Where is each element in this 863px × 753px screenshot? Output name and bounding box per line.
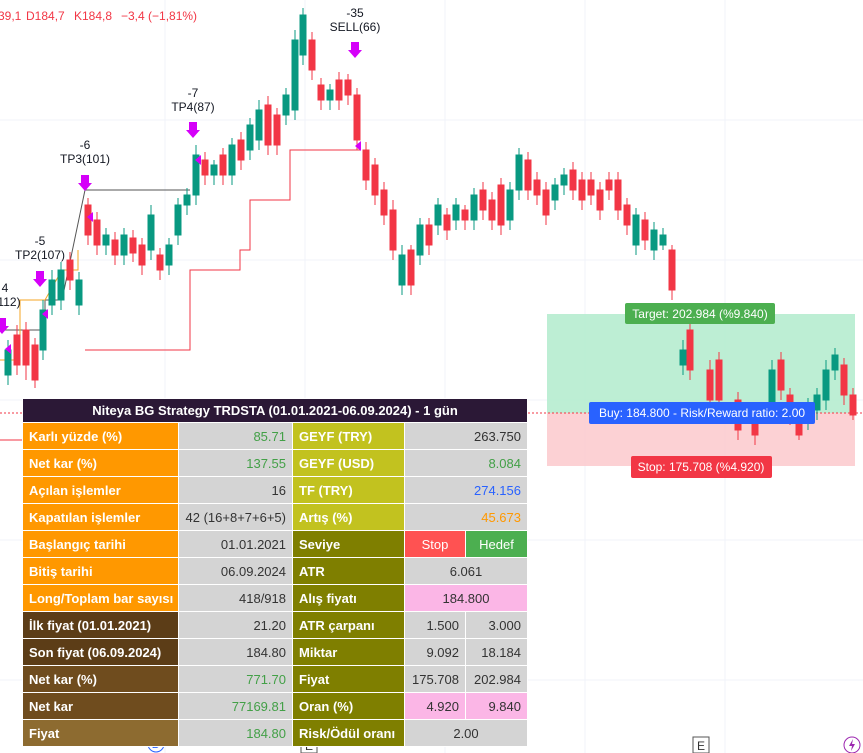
cell: Risk/Ödül oranı [292,719,405,747]
cell: 184.80 [178,638,293,666]
cell: 18.184 [465,638,528,666]
target-badge [625,303,775,324]
annotation-label: TP3(101) [60,152,110,166]
stop-badge [631,456,772,478]
annotation-label: SELL(66) [330,20,381,34]
ohlc-high: D184,7 [26,9,65,23]
candles-down [13,32,857,445]
cell: GEYF (TRY) [292,422,405,450]
annotation-label: TP2(107) [15,248,65,262]
cell: 77169.81 [178,692,293,720]
cell: TF (TRY) [292,476,405,504]
ohlc-open: 39,1 [0,9,22,23]
cell: Artış (%) [292,503,405,531]
cell: 9.092 [404,638,466,666]
cell: GEYF (USD) [292,449,405,477]
cell: Kapatılan işlemler [22,503,179,531]
cell: Net kar [22,692,179,720]
cell: 175.708 [404,665,466,693]
cell: 184.80 [178,719,293,747]
cell: Seviye [292,530,405,558]
annotation-delta: -7 [188,86,199,100]
cell: Bitiş tarihi [22,557,179,585]
cell: 85.71 [178,422,293,450]
cell: Net kar (%) [22,665,179,693]
cell: 4.920 [404,692,466,720]
cell: 184.800 [404,584,528,612]
candles-up [4,8,839,430]
annotation-delta: -5 [35,234,46,248]
cell: 274.156 [404,476,528,504]
cell: 8.084 [404,449,528,477]
cell: Fiyat [22,719,179,747]
cell: 2.00 [404,719,528,747]
ohlc-change: −3,4 (−1,81%) [121,9,197,23]
ohlc-legend: 39,1 D184,7 K184,8 −3,4 (−1,81%) [0,9,197,23]
cell: 1.500 [404,611,466,639]
annotation-delta: 4 [2,281,9,295]
cell: ATR [292,557,405,585]
buy-label: Buy: 184.800 - Risk/Reward ratio: 2.00 [599,406,805,420]
cell: 6.061 [404,557,528,585]
cell: 263.750 [404,422,528,450]
cell: Stop [404,530,466,558]
cell: 16 [178,476,293,504]
cell: Hedef [465,530,528,558]
cell: Net kar (%) [22,449,179,477]
target-label: Target: 202.984 (%9.840) [632,307,767,321]
cell: 01.01.2021 [178,530,293,558]
annotation-delta: -35 [346,6,364,20]
stop-line [0,149,360,441]
signal-arrows [0,42,362,354]
table-title: Niteya BG Strategy TRDSTA (01.01.2021-06… [22,398,528,423]
cell: Oran (%) [292,692,405,720]
cell: Miktar [292,638,405,666]
annotation-label: (112) [0,295,21,309]
stats-table: Niteya BG Strategy TRDSTA (01.01.2021-06… [22,398,528,747]
earnings-icon-label: E [697,739,705,753]
cell: 3.000 [465,611,528,639]
cell: Long/Toplam bar sayısı [22,584,179,612]
cell: 06.09.2024 [178,557,293,585]
target-zone [547,314,855,413]
cell: 137.55 [178,449,293,477]
ohlc-low: K184,8 [74,9,112,23]
cell: Fiyat [292,665,405,693]
buy-badge [589,402,815,424]
cell: 42 (16+8+7+6+5) [178,503,293,531]
cell: Karlı yüzde (%) [22,422,179,450]
stop-label: Stop: 175.708 (%4.920) [638,460,765,474]
annotation-label: TP4(87) [171,100,214,114]
cell: Son fiyat (06.09.2024) [22,638,179,666]
cell: Açılan işlemler [22,476,179,504]
cell: İlk fiyat (01.01.2021) [22,611,179,639]
cell: 45.673 [404,503,528,531]
cell: Alış fiyatı [292,584,405,612]
cell: ATR çarpanı [292,611,405,639]
cell: 771.70 [178,665,293,693]
event-icon-glyph [849,739,855,751]
earnings-icon[interactable] [692,736,710,753]
cell: 9.840 [465,692,528,720]
cell: 21.20 [178,611,293,639]
cell: 202.984 [465,665,528,693]
cell: Başlangıç tarihi [22,530,179,558]
annotation-delta: -6 [80,138,91,152]
cell: 418/918 [178,584,293,612]
